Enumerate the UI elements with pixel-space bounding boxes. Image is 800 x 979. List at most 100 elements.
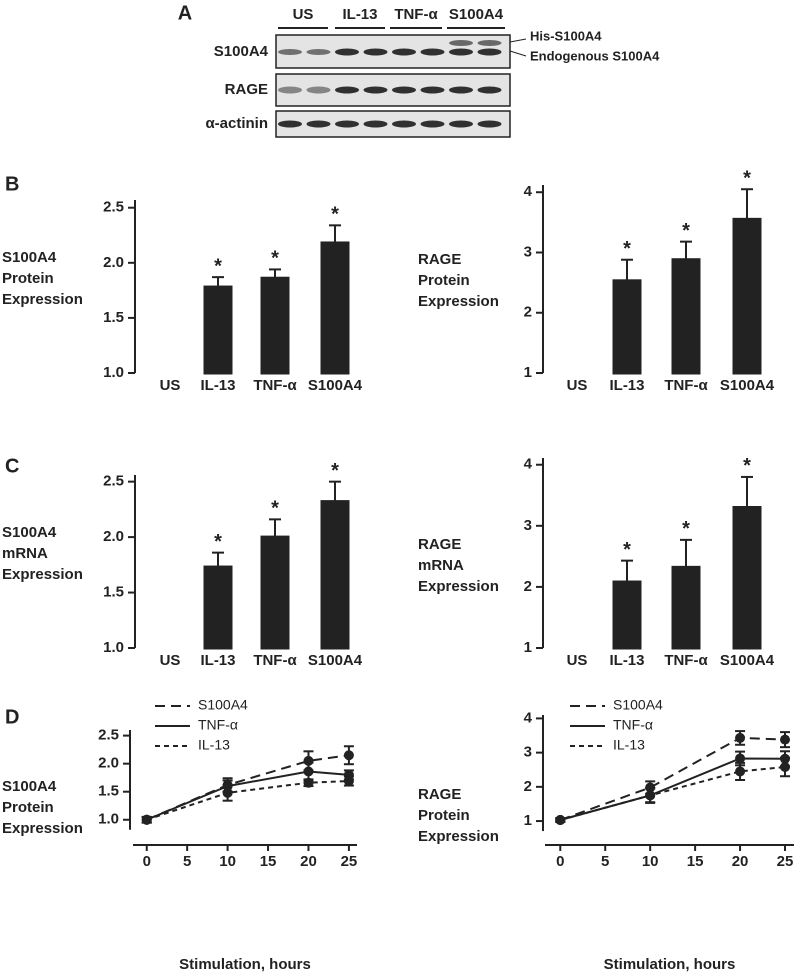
x-tick-label: TNF-α — [253, 652, 297, 669]
y-axis-label: Protein — [418, 807, 470, 824]
significance-marker: * — [623, 539, 631, 561]
x-tick-label: US — [160, 652, 181, 669]
y-axis-label: Expression — [2, 820, 83, 837]
bar — [671, 258, 701, 375]
legend-label: IL-13 — [613, 737, 645, 753]
bar — [260, 535, 290, 650]
x-tick-label: 20 — [732, 853, 749, 870]
blot-row-label: α-actinin — [205, 115, 268, 132]
western-blot: US IL-13 TNF-α S100A4 S100A4 RAGE α-acti… — [205, 6, 660, 138]
chart: 1.0 1.5 2.0 2.5 S100A4 Protein Expression US IL-… — [2, 199, 363, 394]
leader-line — [509, 50, 527, 57]
x-tick-label: 10 — [219, 853, 236, 870]
data-point — [343, 750, 354, 761]
x-tick-label: S100A4 — [720, 377, 775, 394]
y-axis-label: Protein — [2, 270, 54, 287]
y-tick-label: 1.0 — [98, 811, 119, 828]
blot-band — [392, 48, 416, 56]
y-axis-label: Expression — [2, 291, 83, 308]
blot-band — [278, 49, 302, 55]
lane-group-label: IL-13 — [342, 6, 377, 23]
leader-line — [509, 38, 527, 43]
blot-band — [335, 120, 359, 128]
panel-label: D — [5, 706, 19, 728]
panel-label: A — [178, 2, 192, 24]
y-tick-label: 4 — [524, 183, 533, 200]
x-tick-label: IL-13 — [609, 652, 644, 669]
bar — [671, 565, 701, 650]
significance-marker: * — [331, 460, 339, 482]
y-axis-label: mRNA — [2, 545, 48, 562]
chart: 1 2 3 4 RAGE mRNA Expression US IL-13 * TNF-α * S100… — [418, 455, 775, 669]
series-line — [560, 766, 786, 821]
series-line — [146, 770, 349, 821]
x-tick-label: TNF-α — [253, 377, 297, 394]
significance-marker: * — [743, 455, 751, 477]
data-point — [555, 815, 566, 826]
x-tick-label: US — [160, 377, 181, 394]
blot-band — [477, 40, 502, 46]
significance-marker: * — [743, 167, 751, 189]
band-label: Endogenous S100A4 — [530, 48, 660, 63]
x-tick-label: S100A4 — [308, 377, 363, 394]
lane-group-label: US — [293, 6, 314, 23]
data-point — [645, 790, 656, 801]
y-tick-label: 2 — [524, 304, 532, 321]
x-tick-label: TNF-α — [664, 377, 708, 394]
significance-marker: * — [623, 238, 631, 260]
x-tick-label: 10 — [642, 853, 659, 870]
y-tick-label: 1 — [524, 812, 532, 829]
bar — [320, 500, 350, 650]
bar — [320, 241, 350, 375]
y-axis-label: Protein — [418, 272, 470, 289]
x-tick-label: 0 — [556, 853, 564, 870]
blot-band — [306, 120, 331, 128]
panel-label: C — [5, 455, 19, 477]
y-axis-label: RAGE — [418, 536, 461, 553]
x-tick-label: S100A4 — [308, 652, 363, 669]
bar — [203, 285, 233, 375]
blot-band — [392, 120, 416, 128]
series-line — [146, 754, 350, 821]
blot-band — [306, 49, 331, 55]
legend-label: TNF-α — [198, 717, 238, 733]
y-axis-label: Expression — [2, 566, 83, 583]
chart: 1 2 3 4 RAGE Protein Expression US IL-13 * TNF-α * S… — [418, 167, 775, 393]
lane-group-label: S100A4 — [449, 6, 504, 23]
blot-band — [420, 86, 445, 94]
x-tick-label: IL-13 — [200, 652, 235, 669]
bar — [612, 279, 642, 375]
y-tick-label: 1.5 — [103, 309, 124, 326]
y-tick-label: 2 — [524, 778, 532, 795]
chart: 1.0 1.5 2.0 2.5 S100A4 Protein Expression 0 5 10 1… — [2, 697, 357, 973]
bar — [732, 217, 762, 375]
x-tick-label: TNF-α — [664, 652, 708, 669]
blot-band — [449, 86, 473, 94]
legend-label: IL-13 — [198, 737, 230, 753]
blot-row-label: RAGE — [225, 81, 268, 98]
blot-row-label: S100A4 — [214, 43, 269, 60]
x-tick-label: US — [567, 377, 588, 394]
blot-band — [363, 86, 388, 94]
chart: 1 2 3 4 RAGE Protein Expression 0 5 10 15 20 25 Stimu… — [418, 697, 794, 973]
x-tick-label: 0 — [143, 853, 151, 870]
chart: 1.0 1.5 2.0 2.5 S100A4 mRNA Expression US IL-13 *… — [2, 460, 363, 669]
band-label: His-S100A4 — [530, 28, 602, 43]
y-tick-label: 1.0 — [103, 364, 124, 381]
blot-band — [477, 120, 502, 128]
blot-band — [449, 40, 473, 46]
x-tick-label: 25 — [341, 853, 358, 870]
panel-label: B — [5, 173, 19, 195]
blot-band — [477, 48, 502, 56]
y-axis-label: mRNA — [418, 557, 464, 574]
data-point — [222, 787, 233, 798]
y-axis-label: S100A4 — [2, 249, 57, 266]
significance-marker: * — [682, 220, 690, 242]
blot-band — [306, 86, 331, 94]
y-tick-label: 1.0 — [103, 639, 124, 656]
x-tick-label: IL-13 — [609, 377, 644, 394]
significance-marker: * — [331, 204, 339, 226]
x-tick-label: 15 — [687, 853, 704, 870]
data-point — [735, 732, 746, 743]
